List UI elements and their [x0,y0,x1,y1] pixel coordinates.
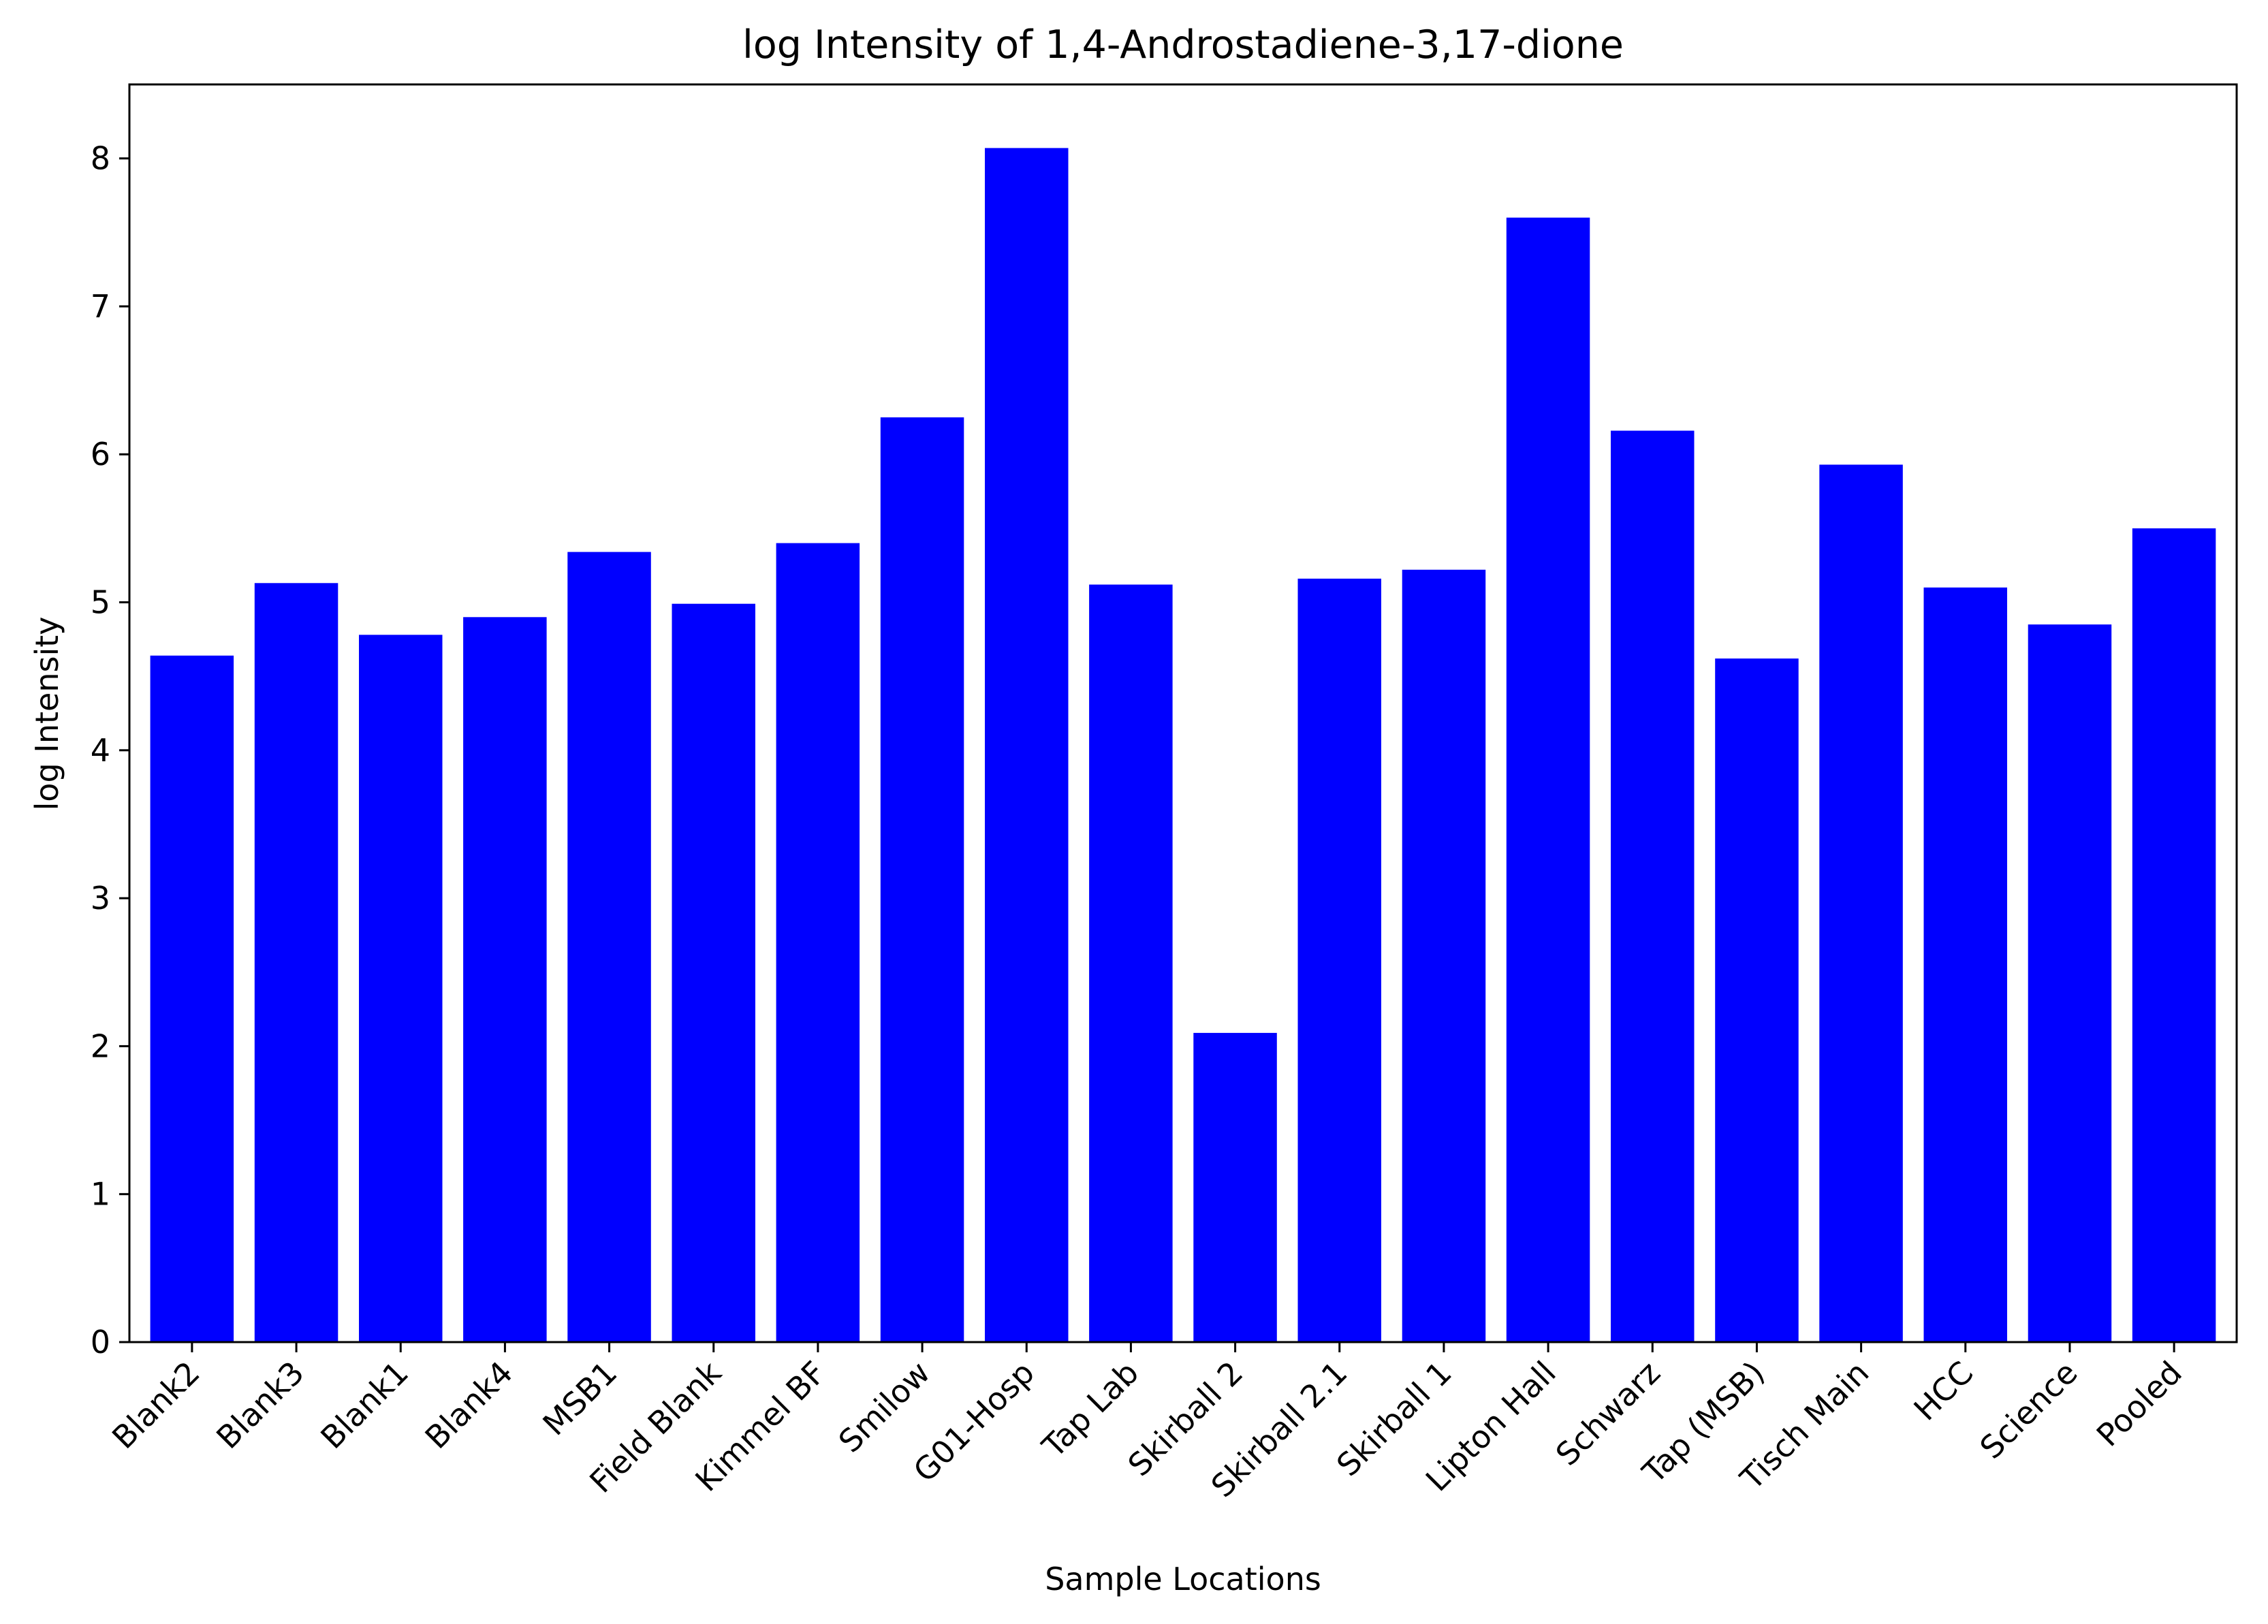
bar-kimmel-bf [776,543,860,1342]
y-tick-label: 5 [91,584,110,621]
bar-science [2028,624,2112,1342]
bar-skirball-2-1 [1297,578,1381,1342]
y-tick-label: 1 [91,1176,110,1213]
bar-skirball-1 [1402,569,1486,1343]
bar-hcc [1923,587,2007,1342]
bar-msb1 [567,552,651,1342]
bar-blank1 [359,635,443,1342]
bar-field-blank [672,603,755,1343]
y-tick-label: 6 [91,436,110,473]
plot-area [150,148,2216,1343]
bar-lipton-hall [1506,217,1590,1343]
bar-tap-lab [1089,584,1173,1342]
plot-frame [128,83,2238,1343]
y-tick-label: 0 [91,1324,110,1360]
bar-pooled [2132,528,2216,1342]
y-tick-label: 8 [91,140,110,177]
bar-tap-msb [1715,658,1799,1342]
x-axis-label: Sample Locations [1045,1561,1321,1597]
bar-smilow [880,417,964,1342]
bar-tisch-main [1819,464,1903,1342]
bar-skirball-2 [1193,1032,1277,1342]
y-tick-label: 2 [91,1028,110,1064]
y-tick-label: 3 [91,880,110,917]
bar-blank2 [150,655,234,1342]
bar-blank4 [463,617,547,1342]
y-axis-label: log Intensity [29,617,65,811]
bar-g01-hosp [985,148,1069,1342]
chart-title: log Intensity of 1,4-Androstadiene-3,17-… [742,22,1624,67]
y-tick-label: 4 [91,732,110,769]
bar-schwarz [1611,430,1695,1342]
y-axis: 0 1 2 3 4 5 6 7 8 [91,140,129,1360]
bar-blank3 [254,583,338,1342]
y-tick-label: 7 [91,288,110,325]
